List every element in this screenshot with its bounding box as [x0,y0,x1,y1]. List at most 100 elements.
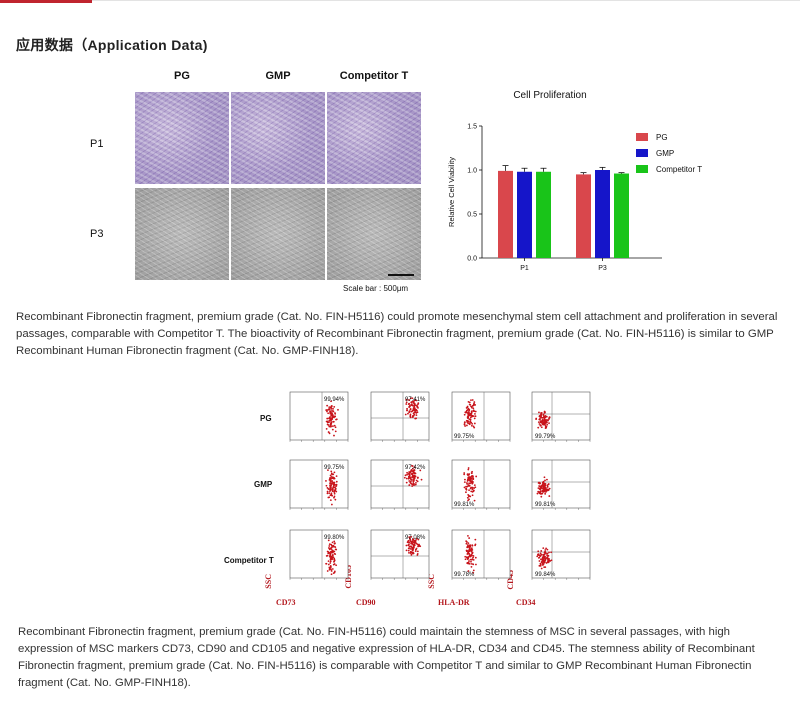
legend-label: GMP [656,149,674,158]
plot-frame [531,459,591,509]
event-dot [334,546,337,548]
event-dot [413,469,416,472]
flow-plot-r1-c3: 99.75% [451,391,511,442]
event-dot [472,415,475,418]
event-dot [330,400,332,403]
event-dot [409,540,411,542]
event-dot [467,556,470,559]
event-dot [468,478,471,481]
active-tab-indicator [0,0,92,3]
bar-gmp-p1 [517,171,532,258]
section-title: 应用数据（Application Data) [16,37,208,53]
micrograph-pg-p3 [135,188,229,280]
plot-frame [370,391,430,441]
micrograph-gmp-p3 [231,188,325,280]
event-dot [412,401,415,404]
event-dot [332,550,335,553]
event-dot [472,558,475,561]
event-dot [414,550,417,552]
flow-plot-r3-c3: 99.78% [451,529,511,580]
event-dot [411,485,414,488]
event-dot [466,485,469,488]
event-dot [474,413,476,415]
event-dot [470,562,473,565]
event-dot [407,412,409,415]
event-dot [332,545,334,548]
event-dot [334,426,337,429]
event-dot [408,475,411,478]
event-dot [409,547,412,550]
event-dot [541,423,544,426]
event-dot [327,431,330,433]
event-dot [413,543,416,546]
event-dot [325,427,328,430]
event-dot [545,420,548,423]
event-dot [542,561,545,563]
event-dot [416,411,419,414]
event-dot [333,540,336,543]
event-dot [415,417,418,420]
flow-plot-r2-c3: 99.81% [451,459,511,510]
event-dot [404,413,407,416]
event-dot [333,542,336,545]
percentage-label: 99.84% [535,572,556,578]
event-dot [542,416,545,419]
event-dot [467,411,470,413]
event-dot [471,549,474,551]
event-dot [409,416,412,419]
percentage-label: 99.75% [324,465,345,471]
event-dot [409,397,412,400]
event-dot [331,428,334,431]
event-dot [412,474,414,477]
plot-frame [289,459,349,509]
event-dot [410,553,413,556]
event-dot [471,415,473,418]
event-dot [548,416,551,419]
event-dot [415,404,417,407]
event-dot [405,477,408,480]
percentage-label: 97.41% [405,397,426,403]
event-dot [325,484,328,487]
event-dot [467,542,470,544]
event-dot [332,486,335,489]
fc-row-label-gmp: GMP [254,480,273,489]
event-dot [327,560,330,563]
event-dot [546,554,549,557]
event-dot [411,465,413,467]
event-dot [333,434,335,437]
event-dot [409,545,412,548]
event-dot [331,488,334,491]
event-dot [544,484,547,487]
event-dot [329,481,332,483]
row-header-p1: P1 [90,138,104,150]
event-dot [538,554,541,557]
event-dot [474,556,477,559]
event-dot [547,558,550,561]
event-dot [408,537,411,540]
column-header-gmp: GMP [265,70,291,82]
event-dot [470,399,472,402]
event-dot [326,492,329,495]
event-dot [550,559,553,562]
event-dot [413,413,416,416]
event-dot [464,425,466,427]
event-dot [541,483,544,486]
event-dot [470,411,473,414]
event-dot [540,553,543,556]
event-dot [472,571,475,574]
bar-competitor-t-p1 [536,171,551,258]
event-dot [471,470,473,473]
event-dot [538,488,541,491]
event-dot [470,410,473,413]
event-dot [407,399,410,401]
event-dot [469,413,472,416]
event-dot [537,487,540,489]
event-dot [543,551,546,554]
event-dot [329,477,332,480]
event-dot [546,421,548,424]
event-dot [332,420,335,423]
event-dot [540,558,542,561]
event-dot [466,549,469,552]
event-dot [473,422,476,425]
event-dot [541,419,544,421]
